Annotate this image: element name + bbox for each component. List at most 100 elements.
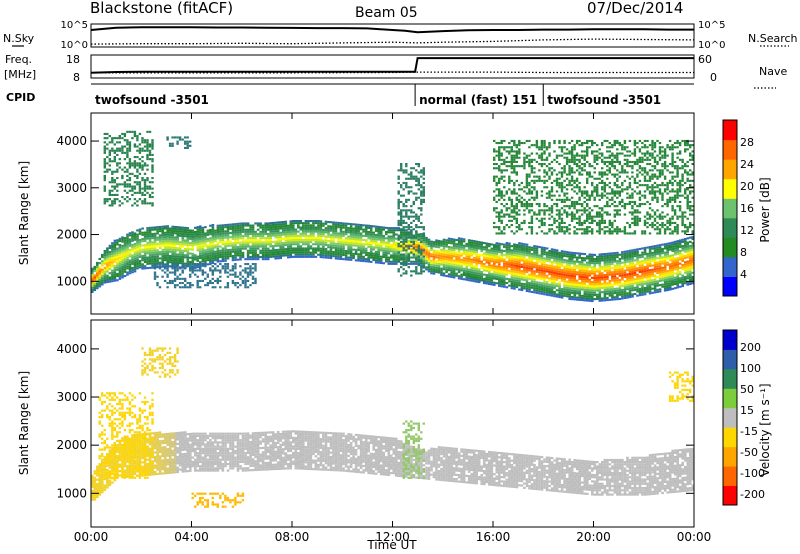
scatter-cell xyxy=(171,242,174,245)
scatter-cell xyxy=(274,253,277,256)
scatter-cell xyxy=(415,235,418,238)
scatter-cell xyxy=(445,241,448,244)
scatter-cell xyxy=(143,202,147,205)
scatter-cell xyxy=(214,267,217,270)
scatter-cell xyxy=(518,275,521,278)
scatter-cell xyxy=(628,281,632,284)
scatter-cell xyxy=(173,246,177,249)
scatter-cell xyxy=(493,246,496,249)
scatter-cell xyxy=(332,232,335,235)
scatter-cell xyxy=(588,274,592,277)
scatter-cell xyxy=(148,235,152,238)
scatter-cell xyxy=(530,282,534,285)
scatter-cell xyxy=(432,264,436,267)
scatter-cell xyxy=(153,232,157,235)
scatter-cell xyxy=(317,243,320,246)
scatter-cell xyxy=(146,179,149,182)
scatter-cell xyxy=(455,253,458,256)
scatter-cell xyxy=(387,239,391,242)
scatter-cell xyxy=(304,222,308,225)
scatter-cell xyxy=(143,233,147,236)
scatter-cell xyxy=(379,247,383,250)
scatter-cell xyxy=(151,241,154,244)
scatter-cell xyxy=(452,242,456,245)
scatter-cell xyxy=(457,254,461,257)
scatter-cell xyxy=(500,230,503,233)
scatter-cell xyxy=(354,227,358,230)
scatter-cell xyxy=(565,251,569,254)
scatter-cell xyxy=(520,196,523,199)
scatter-cell xyxy=(146,187,149,190)
scatter-cell xyxy=(329,233,333,236)
scatter-cell xyxy=(254,251,257,254)
scatter-cell xyxy=(131,258,134,261)
scatter-cell xyxy=(646,278,649,281)
scatter-cell xyxy=(485,253,489,256)
scatter-cell xyxy=(143,231,147,234)
scatter-cell xyxy=(430,263,433,266)
scatter-cell xyxy=(621,297,624,300)
scatter-cell xyxy=(643,282,647,285)
scatter-cell xyxy=(211,234,215,237)
scatter-cell xyxy=(631,266,634,269)
scatter-cell xyxy=(447,262,451,265)
scatter-cell xyxy=(148,143,152,146)
scatter-cell xyxy=(279,250,282,253)
scatter-cell xyxy=(141,193,144,196)
scatter-cell xyxy=(510,209,513,212)
scatter-cell xyxy=(616,281,619,284)
scatter-cell xyxy=(103,202,106,205)
scatter-cell xyxy=(560,258,564,261)
scatter-cell xyxy=(103,185,106,188)
scatter-cell xyxy=(126,179,129,182)
scatter-cell xyxy=(651,256,654,259)
scatter-cell xyxy=(508,165,511,168)
scatter-cell xyxy=(292,249,295,252)
scatter-cell xyxy=(103,277,107,280)
scatter-cell xyxy=(666,280,669,283)
scatter-cell xyxy=(593,266,597,269)
scatter-cell xyxy=(392,250,396,253)
scatter-cell xyxy=(452,272,456,275)
scatter-cell xyxy=(510,139,513,142)
scatter-cell xyxy=(239,252,242,255)
scatter-cell xyxy=(435,239,438,242)
scatter-cell xyxy=(493,252,496,255)
scatter-cell xyxy=(588,255,592,258)
scatter-cell xyxy=(565,259,569,262)
scatter-cell xyxy=(658,244,662,247)
scatter-cell xyxy=(392,252,396,255)
scatter-cell xyxy=(510,158,513,161)
scatter-cell xyxy=(221,232,225,235)
scatter-cell xyxy=(435,268,438,271)
scatter-cell xyxy=(563,290,566,293)
scatter-cell xyxy=(395,237,398,240)
scatter-cell xyxy=(158,267,162,270)
scatter-cell xyxy=(485,269,489,272)
scatter-cell xyxy=(560,264,564,267)
scatter-cell xyxy=(621,270,624,273)
scatter-cell xyxy=(289,230,293,233)
scatter-cell xyxy=(133,242,137,245)
scatter-cell xyxy=(528,267,531,270)
scatter-cell xyxy=(374,246,378,249)
scatter-cell xyxy=(440,255,443,258)
scatter-cell xyxy=(565,293,569,296)
scatter-cell xyxy=(530,286,534,289)
scatter-cell xyxy=(528,273,531,276)
scatter-cell xyxy=(239,233,242,236)
scatter-cell xyxy=(467,277,471,280)
scatter-cell xyxy=(126,183,129,186)
scatter-cell xyxy=(510,276,514,279)
scatter-cell xyxy=(131,267,134,270)
scatter-cell xyxy=(289,249,293,252)
scatter-cell xyxy=(118,200,121,203)
scatter-cell xyxy=(503,158,506,161)
scatter-cell xyxy=(470,241,473,244)
scatter-cell xyxy=(447,246,451,249)
scatter-cell xyxy=(211,271,214,274)
scatter-cell xyxy=(633,248,637,251)
scatter-cell xyxy=(141,137,144,140)
scatter-cell xyxy=(500,285,504,288)
scatter-cell xyxy=(214,238,217,241)
